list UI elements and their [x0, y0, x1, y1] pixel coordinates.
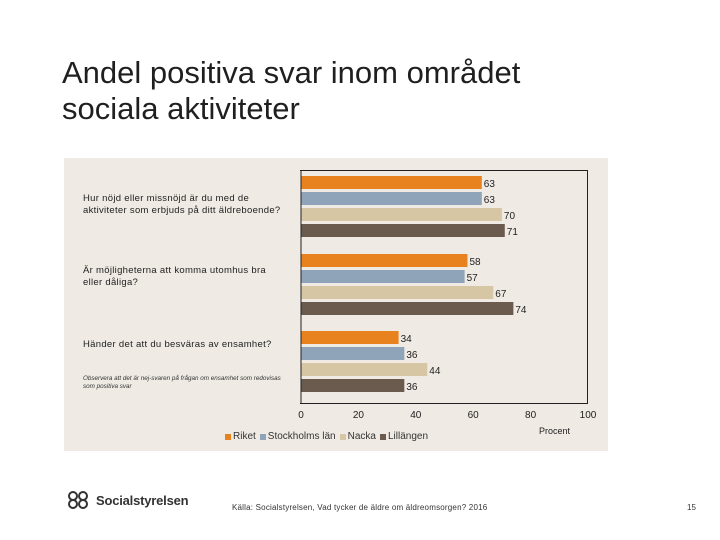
- category-label-2: Är möjligheterna att komma utomhus bra e…: [83, 265, 267, 288]
- title-line-1: Andel positiva svar inom området: [62, 55, 521, 90]
- page-number: 15: [687, 503, 696, 512]
- bar-lill-ngen-2: [301, 302, 514, 315]
- data-label: 58: [469, 257, 481, 268]
- bar-nacka-3: [301, 363, 428, 376]
- bar-riket-2: [301, 254, 468, 267]
- bar-nacka-2: [301, 286, 494, 299]
- legend-label: Nacka: [347, 431, 376, 442]
- bar-riket-3: [301, 331, 399, 344]
- data-label: 71: [507, 227, 519, 238]
- legend: Riket Stockholms län Nacka Lillängen: [225, 431, 428, 442]
- legend-swatch-icon: [259, 433, 266, 440]
- x-tick-label: 100: [580, 410, 597, 421]
- legend-swatch-icon: [225, 433, 231, 440]
- bar-stockholms-l-n-1: [301, 192, 482, 205]
- legend-item-stockholms-lan: Stockholms län: [259, 431, 336, 442]
- data-label: 44: [429, 366, 441, 377]
- data-label: 36: [406, 382, 418, 393]
- data-label: 70: [504, 211, 516, 222]
- data-label: 57: [467, 273, 479, 284]
- data-label: 67: [495, 289, 507, 300]
- x-tick-label: 60: [468, 410, 480, 421]
- legend-item-riket: Riket: [225, 431, 256, 442]
- data-label: 36: [406, 350, 418, 361]
- slide-title: Andel positiva svar inom området sociala…: [62, 55, 682, 127]
- legend-swatch-icon: [339, 433, 346, 440]
- plot-frame: [300, 170, 588, 404]
- x-tick-label: 40: [410, 410, 422, 421]
- x-tick-label: 0: [298, 410, 304, 421]
- bar-stockholms-l-n-3: [301, 347, 405, 360]
- legend-item-nacka: Nacka: [339, 431, 376, 442]
- legend-item-lillangen: Lillängen: [379, 431, 429, 442]
- data-label: 63: [484, 195, 496, 206]
- data-label: 34: [401, 334, 413, 345]
- bar-lill-ngen-3: [301, 379, 405, 392]
- logo-text: Socialstyrelsen: [96, 492, 189, 508]
- legend-label: Riket: [233, 431, 256, 442]
- data-label: 74: [515, 305, 527, 316]
- category-label-1: Hur nöjd eller missnöjd är du med de akt…: [83, 193, 281, 216]
- data-label: 63: [484, 179, 496, 190]
- x-tick-label: 20: [353, 410, 365, 421]
- legend-label: Lillängen: [387, 431, 429, 442]
- category-note: Observera att det är nej-svaren på fråga…: [83, 375, 281, 390]
- category-label-3: Händer det att du besväras av ensamhet?: [83, 339, 272, 350]
- logo-icon: [68, 491, 88, 509]
- source-note: Källa: Socialstyrelsen, Vad tycker de äl…: [232, 503, 488, 512]
- bar-lill-ngen-1: [301, 224, 505, 237]
- legend-swatch-icon: [379, 433, 386, 440]
- x-axis-label: Procent: [539, 426, 571, 436]
- bar-nacka-1: [301, 208, 502, 221]
- x-tick-label: 80: [525, 410, 537, 421]
- legend-label: Stockholms län: [267, 431, 336, 442]
- title-line-2: sociala aktiviteter: [62, 91, 300, 126]
- bar-riket-1: [301, 176, 482, 189]
- socialstyrelsen-logo: Socialstyrelsen: [66, 490, 189, 510]
- bar-stockholms-l-n-2: [301, 270, 465, 283]
